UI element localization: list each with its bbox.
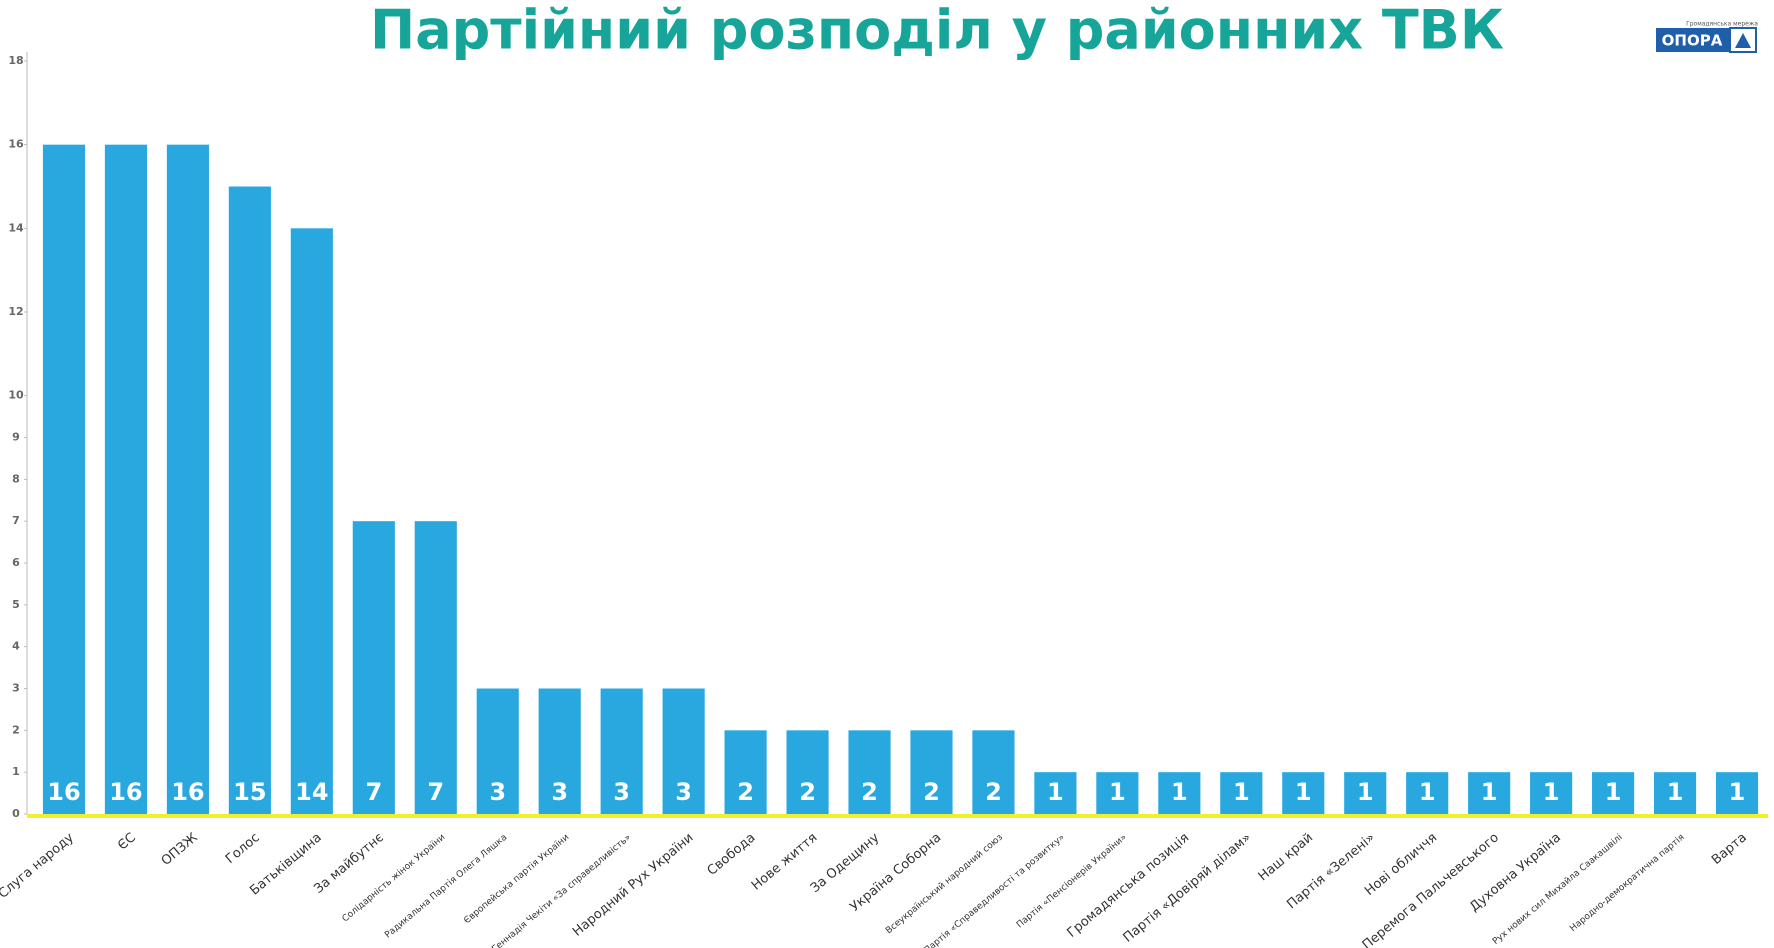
- chart-title: Партійний розподіл у районних ТВК: [370, 0, 1504, 62]
- bar: [1530, 772, 1573, 814]
- bar: [228, 186, 271, 814]
- x-tick-label: Партія «Пенсіонерів України»: [1015, 833, 1129, 931]
- bar: [786, 730, 829, 814]
- y-tick-label: 0: [12, 807, 20, 820]
- bar: [724, 730, 767, 814]
- y-tick-label: 1: [12, 765, 20, 778]
- bar: [600, 688, 643, 814]
- bar: [662, 688, 705, 814]
- x-tick-label: Свобода: [705, 830, 759, 879]
- x-tick-label: ОПЗЖ: [159, 830, 201, 869]
- bar: [848, 730, 891, 814]
- bar: [1468, 772, 1511, 814]
- y-tick-label: 12: [8, 305, 23, 318]
- bar: [972, 730, 1015, 814]
- x-tick-label: Європейська партія України: [462, 832, 571, 926]
- bar: [1158, 772, 1201, 814]
- data-label: 1: [1357, 778, 1374, 806]
- y-tick-label: 7: [12, 514, 20, 527]
- data-label: 1: [1729, 778, 1746, 806]
- data-label: 3: [551, 778, 568, 806]
- data-label: 2: [985, 778, 1002, 806]
- y-tick-label: 16: [8, 138, 24, 151]
- data-label: 15: [233, 778, 266, 806]
- data-label: 1: [1605, 778, 1622, 806]
- x-tick-label: Слуга народу: [0, 830, 77, 902]
- y-tick-label: 6: [12, 556, 20, 569]
- logo-triangle: [1735, 33, 1751, 48]
- bar: [1344, 772, 1387, 814]
- x-tick-label: Народно-демократична партія: [1568, 833, 1686, 935]
- data-label: 1: [1109, 778, 1126, 806]
- x-tick-label: Варта: [1709, 830, 1750, 868]
- y-tick-label: 18: [8, 54, 23, 67]
- data-label: 7: [427, 778, 444, 806]
- bar: [1406, 772, 1449, 814]
- data-label: 1: [1295, 778, 1312, 806]
- y-tick-label: 3: [12, 682, 20, 695]
- y-tick-label: 5: [12, 598, 20, 611]
- data-label: 1: [1419, 778, 1436, 806]
- y-tick-label: 10: [8, 389, 24, 402]
- data-label: 16: [47, 778, 80, 806]
- bar: [414, 521, 457, 814]
- x-tick-label: ЄС: [115, 830, 139, 853]
- data-label: 1: [1171, 778, 1188, 806]
- data-label: 3: [613, 778, 630, 806]
- x-tick-label: Всеукраїнський народний союз: [884, 832, 1005, 936]
- data-label: 2: [737, 778, 754, 806]
- data-label: 16: [171, 778, 204, 806]
- x-tick-label: Наш край: [1256, 830, 1316, 884]
- x-tick-label: Рух нових сил Михайла Саакашвілі: [1491, 833, 1625, 947]
- data-label: 1: [1047, 778, 1064, 806]
- y-tick-label: 2: [12, 723, 20, 736]
- y-tick-label: 4: [12, 640, 20, 653]
- data-label: 3: [675, 778, 692, 806]
- data-label: 2: [923, 778, 940, 806]
- y-tick-label: 8: [12, 472, 20, 485]
- bar: [1282, 772, 1325, 814]
- data-label: 3: [489, 778, 506, 806]
- x-tick-label: Голос: [223, 830, 263, 867]
- data-label: 1: [1481, 778, 1498, 806]
- logo-tagline: Громадянська мережа: [1686, 21, 1758, 28]
- bar: [538, 688, 581, 814]
- y-tick-label: 14: [8, 221, 24, 234]
- bar: [166, 144, 209, 814]
- data-label: 16: [109, 778, 142, 806]
- bar: [104, 144, 148, 814]
- data-label: 2: [861, 778, 878, 806]
- x-tick-label: Громадянська позиція: [1064, 830, 1192, 941]
- bar: [1592, 772, 1635, 814]
- bar: [290, 228, 333, 815]
- bar: [1653, 772, 1697, 814]
- bar: [910, 730, 953, 814]
- data-label: 1: [1667, 778, 1684, 806]
- data-label: 7: [365, 778, 382, 806]
- bar: [1096, 772, 1139, 814]
- data-label: 2: [799, 778, 816, 806]
- x-tick-label: Радикальна Партія Олега Ляшка: [383, 833, 509, 941]
- bar: [352, 521, 395, 814]
- bar: [1220, 772, 1263, 814]
- x-tick-label: Партія «Довіряй ділам»: [1121, 830, 1255, 945]
- data-label: 1: [1233, 778, 1250, 806]
- bar: [1715, 772, 1759, 814]
- data-label: 1: [1543, 778, 1560, 806]
- bar: [1034, 772, 1077, 814]
- bar: [476, 688, 519, 814]
- data-label: 14: [295, 778, 328, 806]
- x-tick-label: Народний Рух України: [570, 830, 696, 939]
- bar: [42, 144, 86, 814]
- logo-text: ОПОРА: [1662, 32, 1723, 50]
- y-tick-label: 9: [12, 431, 20, 444]
